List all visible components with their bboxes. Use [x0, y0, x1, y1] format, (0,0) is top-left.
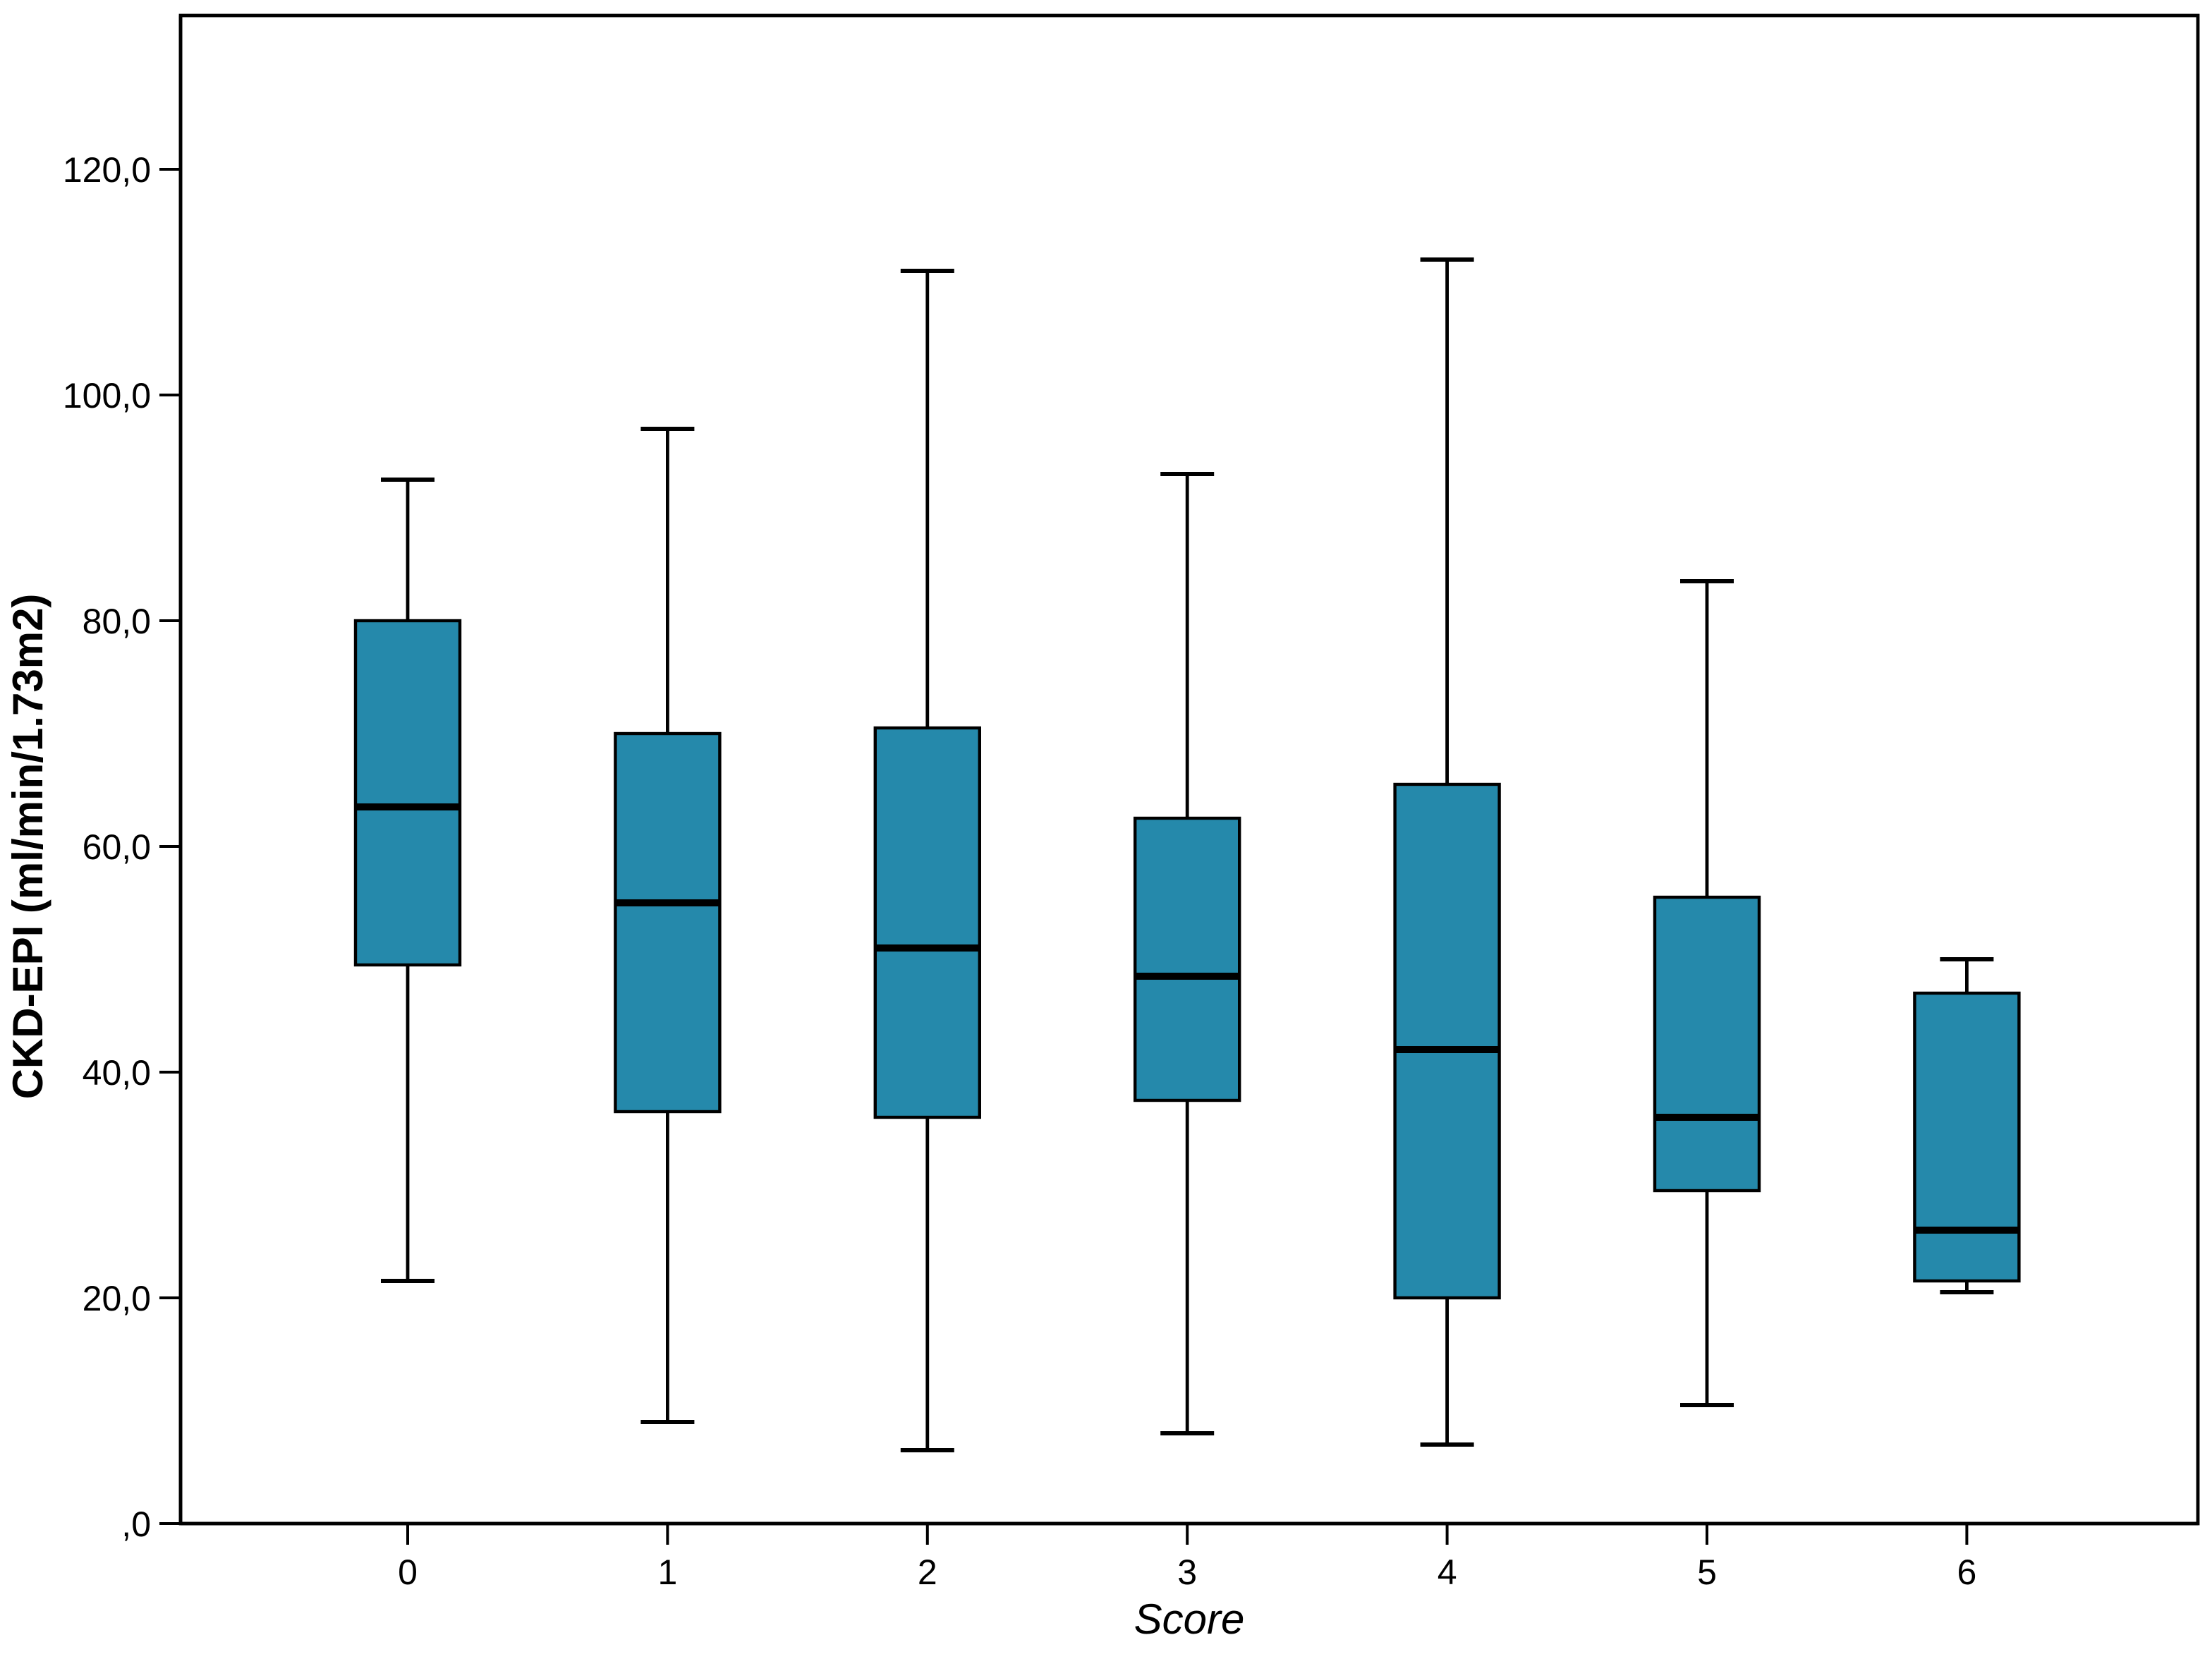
iqr-box — [1393, 782, 1501, 1300]
plot-frame — [178, 13, 2200, 1526]
box-group-score-2 — [873, 269, 982, 1452]
x-tick-label: 6 — [1957, 1552, 1976, 1592]
boxes-layer — [353, 257, 2021, 1452]
y-axis: 120,0 100,0 80,0 60,0 40,0 20,0 ,0 — [63, 16, 183, 1544]
iqr-box — [1653, 895, 1761, 1193]
box-group-score-1 — [614, 427, 722, 1424]
y-tick-label: 60,0 — [83, 827, 151, 867]
x-tick-label: 2 — [918, 1552, 937, 1592]
box-group-score-6 — [1913, 957, 2021, 1294]
y-tick-label: 120,0 — [63, 150, 151, 190]
y-tick-label: 20,0 — [83, 1279, 151, 1318]
x-axis: 0 1 2 3 4 5 6 — [181, 1521, 2198, 1592]
y-tick-label: ,0 — [121, 1505, 151, 1544]
x-tick-label: 1 — [657, 1552, 677, 1592]
y-tick-label: 80,0 — [83, 602, 151, 641]
iqr-box — [353, 619, 462, 967]
box-group-score-5 — [1653, 579, 1761, 1407]
box-group-score-0 — [353, 478, 462, 1283]
x-tick-label: 5 — [1697, 1552, 1717, 1592]
y-tick-label: 100,0 — [63, 376, 151, 415]
iqr-box — [1133, 816, 1241, 1102]
y-axis-title: CKD-EPI (ml/min/1.73m2) — [4, 594, 51, 1100]
x-tick-label: 4 — [1438, 1552, 1457, 1592]
iqr-box — [873, 726, 982, 1119]
iqr-box — [614, 731, 722, 1114]
box-group-score-4 — [1393, 257, 1501, 1447]
iqr-box — [1913, 991, 2021, 1283]
x-tick-label: 0 — [398, 1552, 418, 1592]
x-axis-title: Score — [1134, 1596, 1245, 1643]
y-tick-label: 40,0 — [83, 1053, 151, 1093]
x-tick-label: 3 — [1177, 1552, 1197, 1592]
box-group-score-3 — [1133, 472, 1241, 1435]
